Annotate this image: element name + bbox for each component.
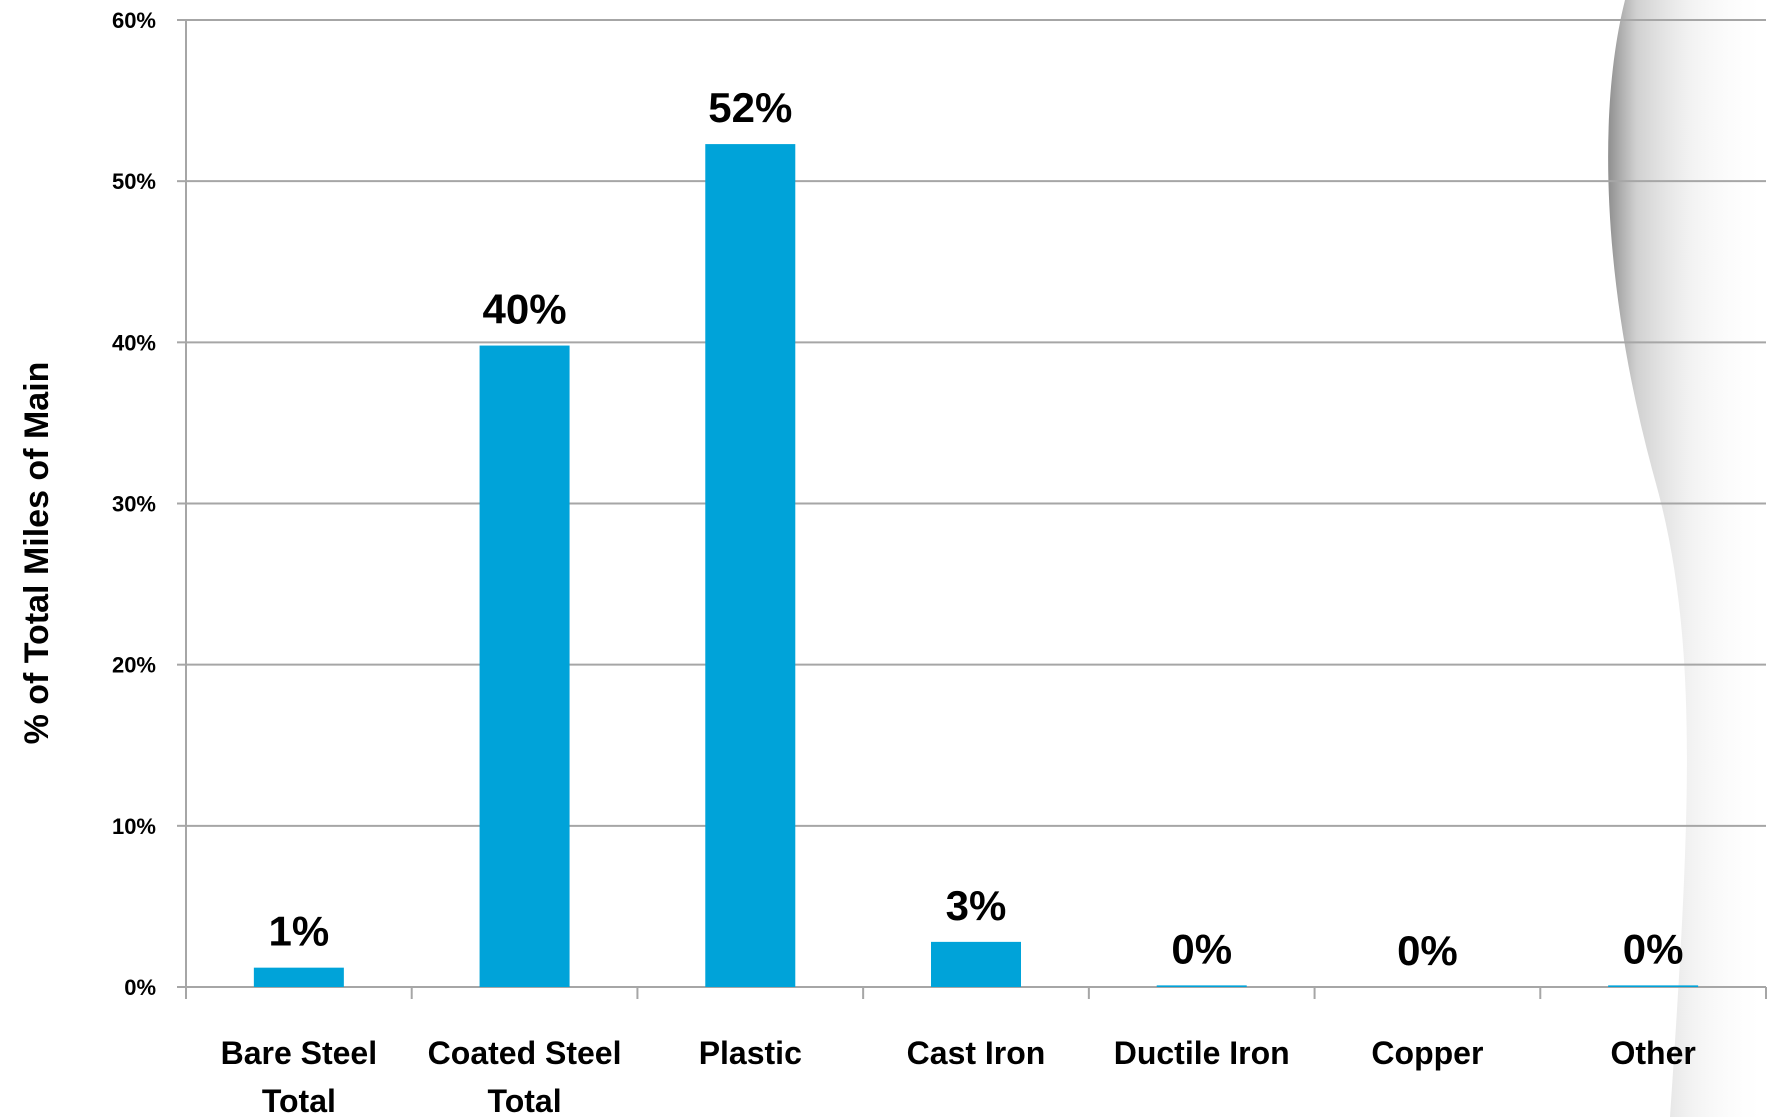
bar bbox=[1156, 985, 1247, 987]
data-label: 52% bbox=[708, 84, 792, 131]
axes bbox=[177, 19, 1767, 999]
data-label: 0% bbox=[1397, 927, 1458, 974]
y-tick-label: 10% bbox=[112, 814, 156, 839]
bar bbox=[479, 345, 570, 988]
y-axis-title: % of Total Miles of Main bbox=[18, 362, 56, 745]
data-label: 1% bbox=[269, 908, 330, 955]
x-category-label: Copper bbox=[1371, 1035, 1483, 1071]
x-axis-category-labels: Bare Steel Total Coated Steel Total Plastic C… bbox=[221, 1035, 1696, 1117]
gridlines bbox=[186, 19, 1766, 827]
bars bbox=[253, 144, 1699, 988]
y-tick-label: 20% bbox=[112, 653, 156, 678]
y-tick-label: 0% bbox=[124, 975, 156, 1000]
y-tick-label: 60% bbox=[112, 8, 156, 33]
x-category-label: Cast Iron bbox=[907, 1035, 1046, 1071]
x-category-label: Other bbox=[1610, 1035, 1695, 1071]
bar bbox=[1608, 985, 1699, 987]
bar bbox=[253, 967, 344, 987]
bar bbox=[931, 941, 1021, 987]
y-tick-label: 40% bbox=[112, 330, 156, 355]
data-labels: 1% 40% 52% 3% 0% 0% 0% bbox=[269, 84, 1684, 974]
y-tick-label: 30% bbox=[112, 492, 156, 517]
data-label: 3% bbox=[946, 882, 1007, 929]
data-label: 0% bbox=[1171, 925, 1232, 972]
y-tick-label: 50% bbox=[112, 169, 156, 194]
bar bbox=[705, 144, 796, 987]
x-category-label: Ductile Iron bbox=[1114, 1035, 1290, 1071]
x-category-label: Bare Steel Total bbox=[221, 1035, 378, 1117]
data-label: 0% bbox=[1623, 925, 1684, 972]
page-curl-decoration bbox=[1608, 0, 1769, 1117]
data-label: 40% bbox=[483, 286, 567, 333]
x-category-label: Coated Steel Total bbox=[428, 1035, 622, 1117]
x-category-label: Plastic bbox=[699, 1035, 802, 1071]
y-axis-tick-labels: 0% 10% 20% 30% 40% 50% 60% bbox=[112, 8, 156, 1000]
